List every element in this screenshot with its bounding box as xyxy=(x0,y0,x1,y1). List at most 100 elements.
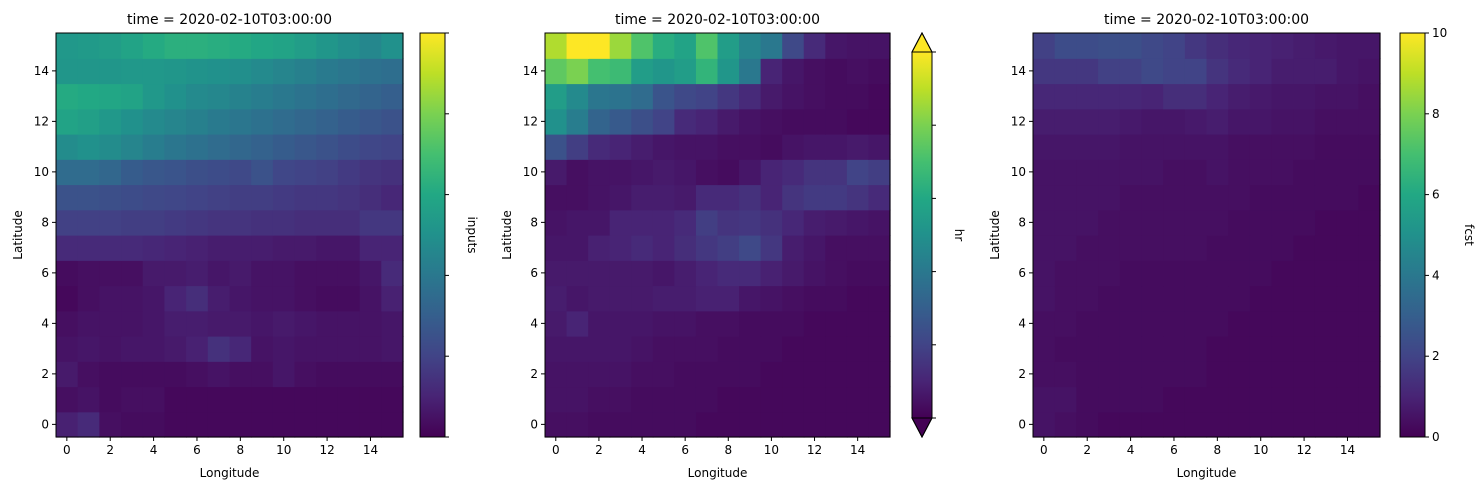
y-axis-label: Latitude xyxy=(500,210,514,259)
heatmap-cell xyxy=(674,336,697,362)
heatmap-cell xyxy=(566,159,589,186)
heatmap-cell xyxy=(1314,386,1338,413)
heatmap-cell xyxy=(1141,411,1164,438)
heatmap-cell xyxy=(782,361,805,388)
heatmap-cell xyxy=(1184,159,1208,186)
heatmap-cell xyxy=(77,159,100,186)
x-tick-label: 0 xyxy=(552,443,560,457)
heatmap-cell xyxy=(1358,58,1381,85)
y-tick-label: 4 xyxy=(41,316,49,330)
heatmap-cell xyxy=(337,310,361,337)
heatmap-cell xyxy=(142,108,166,135)
heatmap-cell xyxy=(631,235,654,261)
heatmap-cell xyxy=(1228,361,1251,388)
heatmap-cell xyxy=(381,159,404,186)
heatmap-cell xyxy=(1054,235,1077,261)
heatmap-cell xyxy=(1184,411,1208,438)
heatmap-cell xyxy=(207,209,231,236)
heatmap-cell xyxy=(760,285,783,312)
heatmap-cell xyxy=(782,108,805,135)
heatmap-cell xyxy=(717,58,740,85)
heatmap-cell xyxy=(1336,33,1359,59)
heatmap-cell xyxy=(359,361,382,388)
heatmap-cell xyxy=(1054,108,1077,135)
heatmap-cell xyxy=(229,159,252,186)
heatmap-cell xyxy=(381,134,404,160)
heatmap-cell xyxy=(1206,285,1229,312)
chart-title: time = 2020-02-10T03:00:00 xyxy=(127,12,332,28)
heatmap-cell xyxy=(1141,184,1164,211)
heatmap-cell xyxy=(825,108,848,135)
heatmap-cell xyxy=(846,159,870,186)
heatmap-cell xyxy=(1054,184,1077,211)
heatmap-cell xyxy=(381,83,404,110)
heatmap-cell xyxy=(337,361,361,388)
heatmap-cell xyxy=(1314,33,1338,59)
colorbar-tick-label: 10 xyxy=(1432,26,1447,40)
heatmap-cell xyxy=(251,108,274,135)
heatmap-cell xyxy=(1314,159,1338,186)
heatmap-cell xyxy=(717,361,740,388)
heatmap-cell xyxy=(739,235,762,261)
heatmap-cell xyxy=(631,310,654,337)
heatmap-cell xyxy=(868,209,891,236)
heatmap-cell xyxy=(272,235,296,261)
heatmap-cell xyxy=(1163,411,1186,438)
heatmap-cell xyxy=(717,336,740,362)
heatmap-cell xyxy=(1119,159,1143,186)
colorbar-extend-min xyxy=(911,417,933,439)
heatmap-cell xyxy=(99,235,122,261)
heatmap-cell xyxy=(1033,209,1056,236)
heatmap-cell xyxy=(1271,108,1294,135)
colorbar: hr xyxy=(911,31,966,439)
heatmap-cell xyxy=(381,411,404,438)
heatmap-cell xyxy=(609,386,632,413)
heatmap-cell xyxy=(1184,310,1208,337)
heatmap-cell xyxy=(868,310,891,337)
heatmap-cell xyxy=(251,209,274,236)
y-tick-label: 0 xyxy=(41,417,49,431)
y-tick-label: 14 xyxy=(34,64,49,78)
heatmap-cell xyxy=(803,58,826,85)
heatmap-cell xyxy=(566,336,589,362)
heatmap-cell xyxy=(545,411,568,438)
heatmap-cell xyxy=(186,33,209,59)
heatmap-cell xyxy=(717,411,740,438)
x-tick-label: 12 xyxy=(1296,443,1311,457)
heatmap-cell xyxy=(652,336,675,362)
heatmap-cell xyxy=(674,134,697,160)
heatmap-cell xyxy=(1293,134,1316,160)
x-tick-label: 10 xyxy=(764,443,779,457)
heatmap-cell xyxy=(381,361,404,388)
heatmap-cell xyxy=(803,336,826,362)
heatmap-cell xyxy=(272,83,296,110)
heatmap-cell xyxy=(652,134,675,160)
heatmap-cell xyxy=(1119,33,1143,59)
y-tick-label: 14 xyxy=(523,64,538,78)
heatmap-cell xyxy=(77,184,100,211)
heatmap-cell xyxy=(652,310,675,337)
y-tick-label: 10 xyxy=(523,165,538,179)
heatmap-cell xyxy=(1249,159,1273,186)
heatmap-cell xyxy=(316,235,339,261)
heatmap-cell xyxy=(142,134,166,160)
heatmap-cell xyxy=(695,235,719,261)
heatmap-cell xyxy=(739,336,762,362)
heatmap-cell xyxy=(674,285,697,312)
heatmap-cell xyxy=(99,159,122,186)
heatmap-cell xyxy=(545,184,568,211)
heatmap-cell xyxy=(695,386,719,413)
heatmap-cell xyxy=(99,285,122,312)
heatmap-cell xyxy=(121,58,144,85)
heatmap-cell xyxy=(825,83,848,110)
heatmap-cell xyxy=(251,260,274,287)
heatmap-cell xyxy=(1293,336,1316,362)
heatmap-cell xyxy=(1358,159,1381,186)
x-tick-label: 14 xyxy=(850,443,865,457)
x-tick-label: 6 xyxy=(193,443,201,457)
heatmap-cell xyxy=(1119,209,1143,236)
heatmap-cell xyxy=(1184,184,1208,211)
heatmap-cell xyxy=(609,184,632,211)
heatmap-cell xyxy=(868,336,891,362)
colorbar-tick-label: 0 xyxy=(1432,430,1440,444)
